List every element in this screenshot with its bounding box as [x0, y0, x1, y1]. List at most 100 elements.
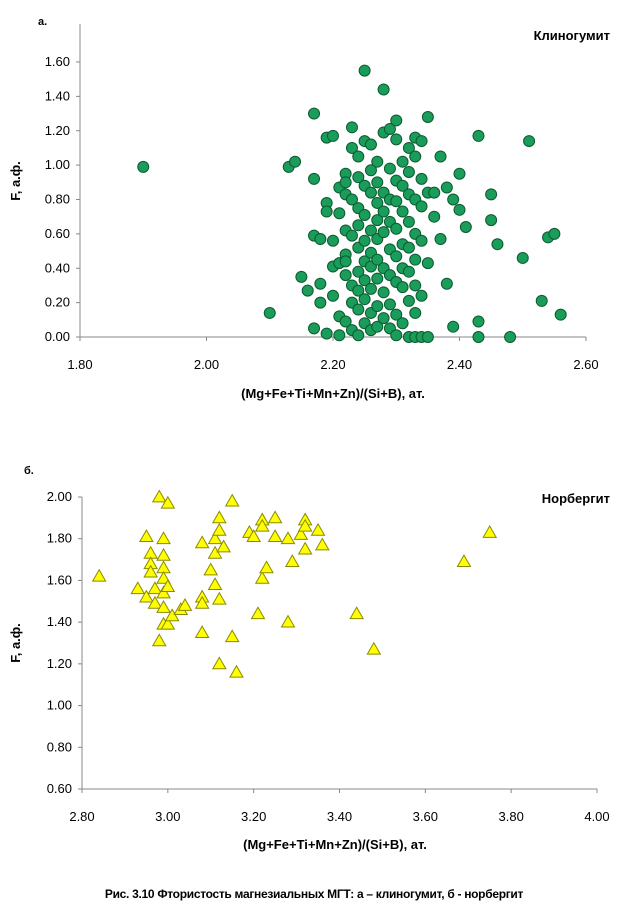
data-point [320, 205, 333, 218]
data-point [516, 251, 529, 264]
data-point [371, 272, 384, 285]
data-point [143, 564, 159, 578]
y-tick-label: 0.60 [45, 226, 70, 241]
data-point [402, 166, 415, 178]
data-point [390, 308, 403, 321]
data-point [482, 524, 498, 538]
data-point [314, 537, 330, 551]
data-point [428, 186, 441, 199]
y-tick-labels: 0.60 0.80 1.00 1.20 1.40 1.60 1.80 2.00 [47, 489, 82, 796]
data-point [327, 234, 339, 247]
data-point [207, 577, 223, 590]
data-point [371, 320, 384, 333]
data-point [194, 625, 210, 638]
data-point [415, 289, 428, 302]
data-point [310, 522, 326, 536]
data-point [91, 568, 107, 582]
data-point [156, 531, 171, 545]
data-point [402, 141, 415, 154]
data-point [147, 581, 163, 595]
data-point [156, 547, 171, 561]
data-point [358, 64, 371, 77]
y-tick-label: 1.60 [45, 54, 70, 69]
data-point [147, 595, 163, 609]
x-tick-label: 3.20 [241, 809, 266, 824]
y-axis-title: F, а.ф. [8, 623, 23, 663]
data-point [339, 269, 352, 282]
data-point [137, 160, 150, 173]
data-point [297, 541, 313, 555]
data-point [267, 510, 283, 524]
chart-norbergite: б. Норбергит 0.60 0.80 1.00 1.20 1.40 1.60 1.8… [8, 465, 610, 852]
data-point [364, 282, 377, 295]
data-point [409, 279, 422, 292]
data-point [396, 317, 409, 330]
data-point [314, 233, 327, 246]
data-point [371, 155, 384, 168]
data-point [293, 527, 309, 540]
data-point [160, 579, 176, 593]
data-point [421, 331, 434, 343]
data-point [485, 188, 498, 201]
data-point [377, 312, 390, 325]
data-point [434, 233, 447, 246]
data-point [164, 608, 180, 622]
data-point [229, 664, 244, 678]
panel-letter-b: б. [24, 465, 34, 477]
data-point [440, 181, 453, 194]
data-point [289, 155, 302, 168]
data-point [139, 589, 154, 603]
data-point [434, 150, 447, 163]
data-point [459, 221, 472, 233]
data-point [409, 150, 422, 163]
data-points [137, 64, 567, 343]
y-tick-label: 1.20 [45, 123, 70, 138]
data-point [415, 200, 428, 213]
data-point [371, 300, 384, 313]
y-tick-label: 1.00 [45, 157, 70, 172]
y-axis-title: F, а.ф. [8, 161, 23, 201]
y-tick-label: 0.00 [45, 329, 70, 344]
panel-letter-a: а. [38, 16, 47, 28]
data-point [207, 545, 223, 559]
data-point [390, 250, 403, 263]
x-axis-title: (Mg+Fe+Ti+Mn+Zn)/(Si+B), ат. [243, 837, 427, 852]
data-point [130, 581, 146, 595]
data-point [308, 172, 321, 185]
data-point [440, 277, 453, 290]
data-point [156, 570, 171, 584]
data-point [358, 293, 371, 306]
data-point [415, 135, 428, 148]
data-point [364, 186, 377, 199]
data-point [345, 193, 358, 206]
data-point [216, 539, 231, 553]
data-point [339, 255, 352, 268]
data-point [409, 253, 422, 266]
chart-clinohumite: а. Клиногумит 0.00 0.20 0.40 0.60 0.80 1.00 1.… [8, 16, 610, 401]
x-tick-label: 3.00 [155, 809, 180, 824]
data-point [415, 172, 428, 185]
x-tick-labels: 2.80 3.00 3.20 3.40 3.60 3.80 4.00 [69, 789, 610, 824]
data-point [456, 554, 472, 568]
data-point [207, 531, 223, 545]
data-point [254, 570, 270, 584]
data-point [151, 489, 167, 503]
x-tick-label: 4.00 [584, 809, 609, 824]
data-point [358, 208, 371, 221]
data-point [402, 265, 415, 278]
data-point [377, 83, 390, 96]
data-point [349, 606, 365, 620]
y-tick-label: 1.40 [45, 88, 70, 103]
y-tick-label: 0.80 [47, 739, 72, 754]
data-point [364, 164, 377, 177]
data-point [447, 193, 460, 206]
y-tick-label: 2.00 [47, 489, 72, 504]
data-point [415, 234, 428, 247]
data-point [421, 111, 434, 123]
data-point [284, 554, 300, 568]
data-point [333, 207, 346, 220]
data-point [371, 253, 384, 266]
data-point [535, 294, 548, 307]
data-point [314, 277, 327, 290]
data-point [250, 606, 266, 620]
